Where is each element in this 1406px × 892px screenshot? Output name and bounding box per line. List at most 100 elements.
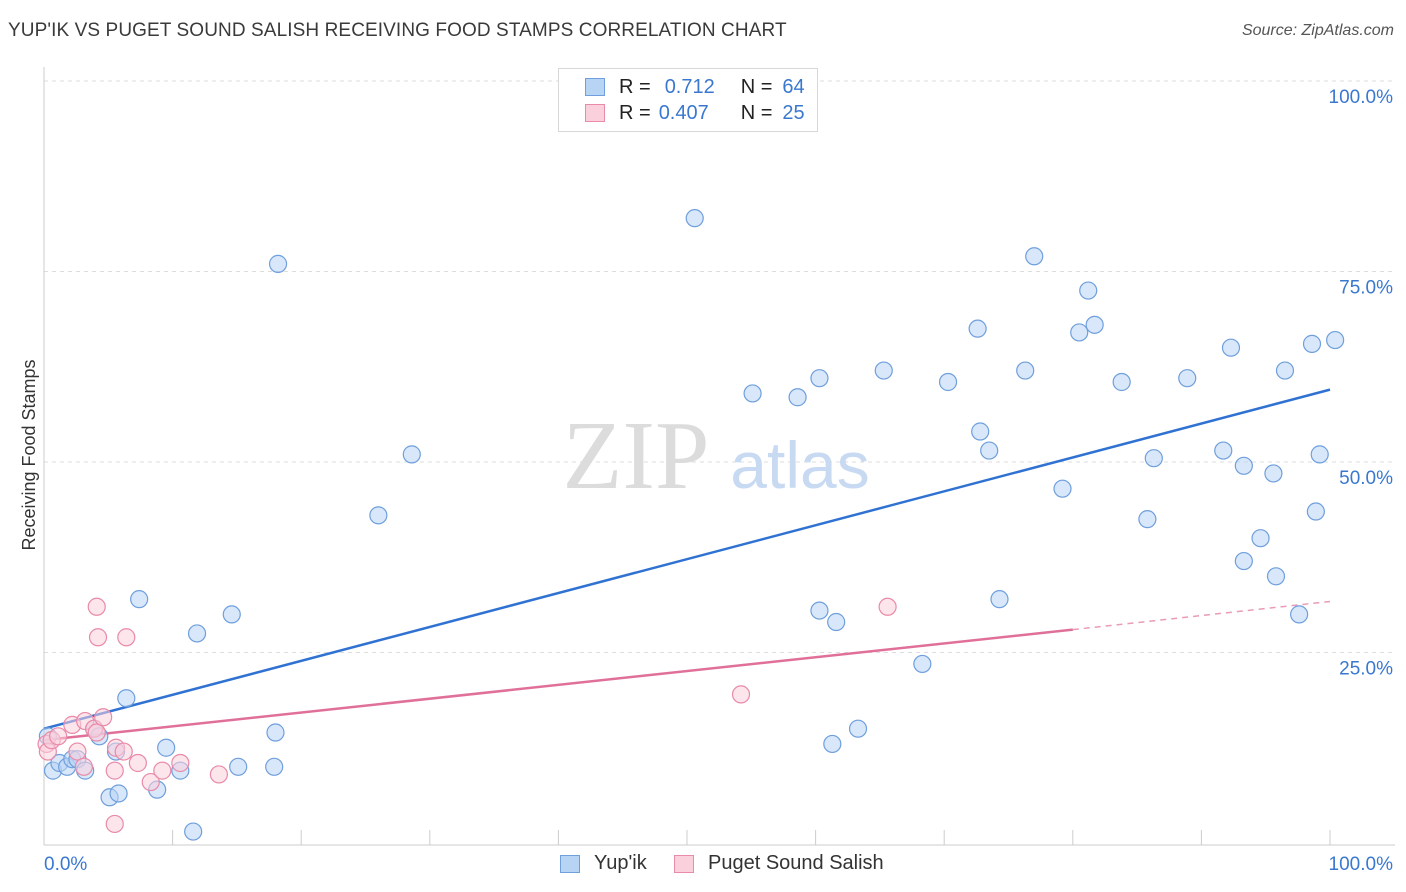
- point-salish: [68, 742, 87, 761]
- point-yupik: [810, 369, 829, 388]
- legend-n-value-salish: 25: [782, 101, 805, 124]
- point-yupik: [266, 723, 285, 742]
- x-tick-label: 100.0%: [1329, 854, 1394, 875]
- legend-row-salish: R = 0.407 N = 25: [585, 100, 805, 126]
- axes: [43, 67, 1395, 846]
- grid-lines: [44, 80, 1395, 653]
- point-yupik: [743, 384, 762, 403]
- point-salish: [171, 753, 190, 773]
- bottom-legend-label-yupik: Yup'ik: [594, 852, 647, 874]
- y-tick-label: 25.0%: [1339, 659, 1393, 680]
- point-yupik: [913, 654, 932, 674]
- bottom-legend-salish: Puget Sound Salish: [674, 852, 884, 875]
- point-yupik: [187, 624, 207, 643]
- point-yupik: [1025, 247, 1044, 266]
- point-yupik: [1306, 502, 1325, 521]
- point-yupik: [1234, 551, 1253, 571]
- point-salish: [128, 753, 147, 773]
- point-salish: [49, 727, 68, 746]
- point-yupik: [980, 441, 999, 460]
- legend-n-label: N =: [740, 75, 773, 98]
- point-yupik: [810, 601, 829, 620]
- legend-n-value-yupik: 64: [782, 75, 805, 98]
- point-yupik: [1144, 449, 1163, 468]
- point-salish: [153, 761, 172, 780]
- point-salish: [87, 597, 106, 616]
- point-yupik: [968, 319, 987, 338]
- watermark-zip: ZIP: [563, 402, 710, 510]
- point-salish: [141, 772, 160, 792]
- point-yupik: [117, 689, 136, 708]
- legend-r-label: R =: [619, 101, 651, 124]
- bottom-legend-swatch-yupik: [560, 854, 580, 873]
- legend-r-value-salish: 0.407: [658, 101, 709, 124]
- y-tick-label: 50.0%: [1339, 468, 1393, 489]
- point-yupik: [938, 372, 958, 392]
- point-yupik: [1070, 323, 1089, 342]
- point-yupik: [1266, 567, 1286, 586]
- point-yupik: [1214, 441, 1233, 460]
- point-yupik: [184, 822, 203, 841]
- point-yupik: [402, 445, 421, 464]
- point-yupik: [971, 422, 990, 441]
- watermark: ZIP atlas: [563, 402, 870, 510]
- watermark-atlas: atlas: [730, 428, 869, 502]
- point-yupik: [1290, 605, 1309, 624]
- legend-row-yupik: R = 0.712 N = 64: [585, 74, 805, 100]
- trend-lines: [43, 388, 1331, 742]
- point-yupik: [1234, 456, 1253, 475]
- legend-swatch-salish: [585, 104, 605, 122]
- point-yupik: [1302, 334, 1322, 353]
- point-yupik: [990, 590, 1009, 609]
- point-yupik: [130, 590, 149, 609]
- trend-line-yupik: [43, 388, 1331, 730]
- point-yupik: [1326, 330, 1345, 350]
- point-yupik: [157, 738, 176, 757]
- legend-swatch-yupik: [585, 78, 605, 96]
- point-yupik: [369, 506, 388, 525]
- source-label: Source: ZipAtlas.com: [1241, 22, 1394, 39]
- point-yupik: [788, 388, 807, 407]
- point-yupik: [1085, 315, 1104, 334]
- point-yupik: [685, 209, 704, 228]
- point-yupik: [1310, 445, 1329, 464]
- bottom-legend-yupik: Yup'ik: [560, 852, 647, 875]
- bottom-legend-swatch-salish: [674, 854, 694, 873]
- y-tick-label: 100.0%: [1329, 87, 1394, 108]
- point-salish: [731, 685, 751, 704]
- point-salish: [87, 723, 106, 742]
- data-points: [37, 209, 1345, 841]
- point-salish: [94, 708, 113, 727]
- point-yupik: [268, 254, 288, 273]
- point-salish: [117, 628, 136, 647]
- tick-labels: 25.0% 50.0% 75.0% 100.0% 0.0% 100.0%: [44, 87, 1393, 875]
- point-salish: [114, 742, 133, 761]
- point-yupik: [1112, 372, 1131, 392]
- point-yupik: [1016, 361, 1035, 380]
- point-yupik: [848, 719, 868, 738]
- point-salish: [105, 761, 124, 780]
- point-yupik: [823, 734, 842, 754]
- y-tick-label: 75.0%: [1339, 278, 1393, 299]
- legend: R = 0.712 N = 64 R = 0.407 N = 25: [558, 68, 818, 132]
- point-yupik: [222, 605, 241, 624]
- point-yupik: [1275, 361, 1295, 380]
- point-salish: [878, 597, 897, 616]
- point-yupik: [265, 757, 284, 776]
- point-yupik: [1053, 479, 1072, 498]
- point-yupik: [109, 784, 128, 803]
- point-salish: [74, 757, 93, 776]
- point-yupik: [1178, 369, 1197, 388]
- point-salish: [209, 765, 228, 784]
- point-yupik: [229, 757, 248, 776]
- trend-line-salish: [43, 628, 1073, 742]
- point-yupik: [874, 361, 893, 380]
- point-salish: [88, 628, 108, 647]
- point-yupik: [1221, 338, 1241, 357]
- legend-r-value-yupik: 0.712: [664, 75, 715, 98]
- bottom-legend-label-salish: Puget Sound Salish: [708, 852, 884, 874]
- legend-r-label: R =: [619, 75, 651, 98]
- x-tick-label: 0.0%: [44, 854, 87, 875]
- chart-title: YUP'IK VS PUGET SOUND SALISH RECEIVING F…: [8, 20, 787, 41]
